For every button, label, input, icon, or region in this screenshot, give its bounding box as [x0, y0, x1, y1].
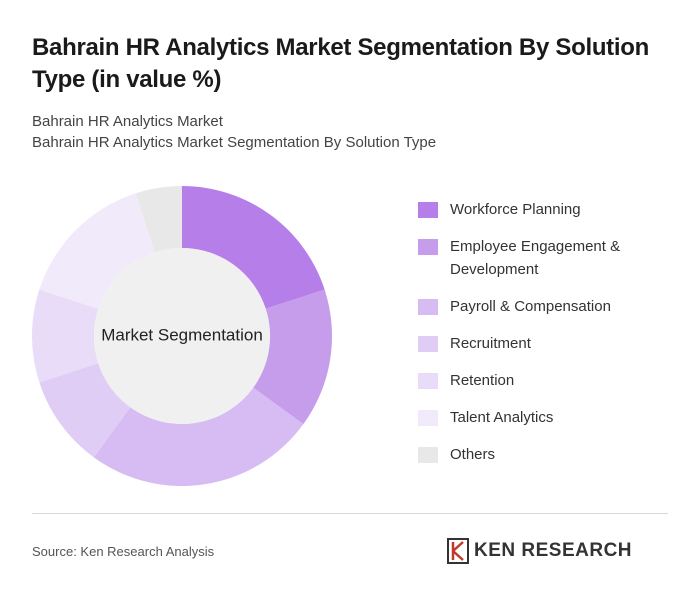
legend-swatch: [418, 336, 438, 352]
legend-swatch: [418, 299, 438, 315]
donut-segment: [39, 363, 131, 458]
legend-label: Retention: [450, 372, 515, 389]
legend-label: Workforce Planning: [450, 201, 581, 218]
title: Bahrain HR Analytics Market Segmentation…: [32, 34, 649, 93]
legend-label: Others: [450, 446, 496, 463]
legend-item: Retention: [418, 369, 668, 392]
legend-item: Recruitment: [418, 332, 668, 355]
donut-segment: [39, 193, 155, 309]
subtitle: Bahrain HR Analytics Market: [32, 113, 223, 130]
source: Source: Ken Research Analysis: [32, 544, 215, 559]
legend-item: Talent Analytics: [418, 406, 668, 429]
donut-segment: [32, 289, 99, 383]
donut-segment: [182, 186, 325, 309]
donut-segment: [93, 387, 304, 486]
legend-swatch: [418, 239, 438, 255]
legend-label: Talent Analytics: [450, 409, 554, 426]
donut-segment: [253, 289, 332, 425]
logo-text: KEN RESEARCH: [474, 540, 633, 561]
legend-swatch: [418, 202, 438, 218]
subtitle: Bahrain HR Analytics Market Segmentation…: [32, 134, 437, 151]
legend-label: Employee Engagement & Development: [450, 238, 621, 278]
logo-icon: [447, 538, 469, 564]
donut-chart: Market Segmentation: [32, 186, 332, 486]
legend-label: Recruitment: [450, 335, 531, 352]
donut-hole: [94, 248, 270, 424]
legend-swatch: [418, 447, 438, 463]
center-label: Market Segmentation: [101, 325, 263, 344]
legend-swatch: [418, 373, 438, 389]
legend-item: Others: [418, 443, 668, 466]
donut-segment: [135, 186, 182, 253]
legend-swatch: [418, 410, 438, 426]
legend-item: Workforce Planning: [418, 198, 668, 221]
divider: [32, 513, 668, 514]
legend-item: Employee Engagement & Development: [418, 235, 668, 281]
legend-item: Payroll & Compensation: [418, 295, 668, 318]
legend-label: Payroll & Compensation: [450, 298, 611, 315]
legend: Workforce Planning Employee Engagement & …: [418, 198, 668, 480]
